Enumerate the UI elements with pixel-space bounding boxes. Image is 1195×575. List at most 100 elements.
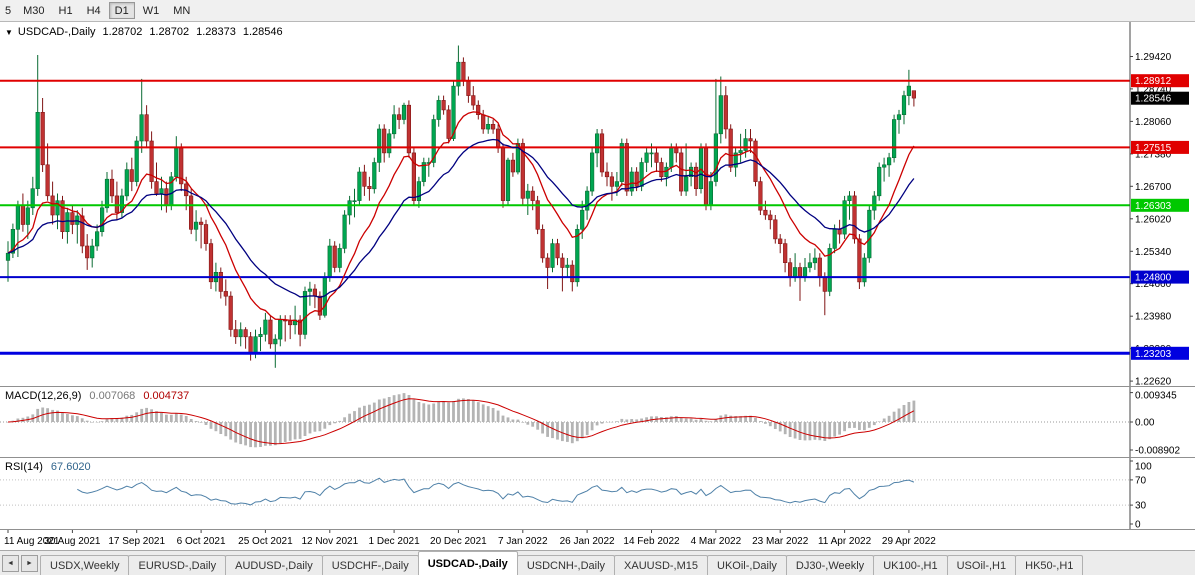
price-tick-label: 1.23980 bbox=[1135, 312, 1172, 323]
candle-body bbox=[109, 178, 115, 197]
macd-histogram-bar bbox=[496, 410, 500, 422]
macd-histogram-bar bbox=[179, 414, 183, 422]
macd-histogram-bar bbox=[546, 422, 549, 437]
candle-body bbox=[431, 119, 436, 163]
macd-histogram-bar bbox=[145, 407, 148, 422]
candle-body bbox=[149, 140, 154, 182]
macd-histogram-bar bbox=[516, 419, 520, 422]
ohlc-high: 1.28702 bbox=[149, 26, 190, 38]
macd-histogram-bar bbox=[219, 422, 223, 434]
macd-histogram-bar bbox=[615, 421, 619, 422]
chart-tab-usoil-h1[interactable]: USOil-,H1 bbox=[946, 555, 1017, 575]
candle-body bbox=[550, 243, 555, 268]
macd-histogram-bar bbox=[239, 422, 243, 445]
chart-tab-eurusd-daily[interactable]: EURUSD-,Daily bbox=[128, 555, 227, 575]
candle-body bbox=[896, 114, 902, 120]
ohlc-close: 1.28546 bbox=[242, 26, 283, 38]
macd-histogram-bar bbox=[679, 417, 683, 422]
timeframe-button-h4[interactable]: H4 bbox=[81, 2, 107, 19]
candle-body bbox=[367, 186, 372, 190]
candle-body bbox=[787, 262, 793, 278]
candle-body bbox=[223, 291, 228, 297]
chart-tab-hk50-h1[interactable]: HK50-,H1 bbox=[1015, 555, 1084, 575]
chart-tab-xauusd-m15[interactable]: XAUUSD-,M15 bbox=[614, 555, 709, 575]
candle-body bbox=[40, 112, 45, 166]
macd-tick-label: 0.009345 bbox=[1135, 391, 1177, 402]
candle-body bbox=[396, 114, 402, 120]
tabs-scroll-left-button[interactable]: ◄ bbox=[2, 554, 19, 572]
candle-body bbox=[659, 162, 664, 178]
candle-body bbox=[654, 152, 659, 163]
macd-histogram-bar bbox=[155, 411, 158, 422]
timeframe-button-w1[interactable]: W1 bbox=[137, 2, 166, 19]
rsi-chart[interactable]: 100 70 30 0 bbox=[0, 458, 1195, 529]
timeframe-button-h1[interactable]: H1 bbox=[53, 2, 79, 19]
candle-body bbox=[391, 114, 397, 135]
macd-chart[interactable]: 0.009345 0.00 -0.008902 bbox=[0, 387, 1195, 457]
macd-histogram-bar bbox=[833, 422, 837, 437]
candle-body bbox=[278, 319, 283, 340]
candle-body bbox=[852, 195, 857, 240]
candle-body bbox=[337, 248, 342, 268]
candle-body bbox=[436, 100, 441, 120]
macd-histogram-bar bbox=[843, 422, 846, 432]
macd-histogram-bar bbox=[630, 419, 634, 422]
chart-tab-audusd-daily[interactable]: AUDUSD-,Daily bbox=[225, 555, 323, 575]
macd-histogram-bar bbox=[85, 420, 89, 422]
macd-histogram-bar bbox=[377, 399, 381, 422]
macd-histogram-bar bbox=[397, 394, 401, 422]
timeframe-button-mn[interactable]: MN bbox=[167, 2, 196, 19]
macd-histogram-bar bbox=[95, 422, 99, 423]
chart-tab-usdcad-daily[interactable]: USDCAD-,Daily bbox=[417, 551, 518, 575]
chart-tab-uk100-h1[interactable]: UK100-,H1 bbox=[873, 555, 948, 575]
candle-body bbox=[738, 150, 743, 154]
macd-histogram-bar bbox=[90, 422, 94, 423]
candle-body bbox=[65, 212, 70, 233]
candle-body bbox=[129, 169, 134, 182]
timeframe-button-m30[interactable]: M30 bbox=[17, 2, 50, 19]
chart-tab-dj30-weekly[interactable]: DJ30-,Weekly bbox=[785, 555, 875, 575]
macd-histogram-bar bbox=[110, 418, 114, 422]
candle-body bbox=[387, 133, 392, 154]
macd-histogram-bar bbox=[709, 421, 713, 422]
macd-histogram-bar bbox=[660, 417, 663, 422]
candle-body bbox=[461, 61, 466, 82]
candle-body bbox=[406, 104, 412, 154]
macd-histogram-bar bbox=[892, 411, 896, 422]
candle-body bbox=[530, 190, 535, 201]
chart-tabbar: ◄ ► USDX,Weekly EURUSD-,Daily AUDUSD-,Dail… bbox=[0, 550, 1195, 575]
chart-tab-usdcnh-daily[interactable]: USDCNH-,Daily bbox=[516, 555, 616, 575]
symbol-dropdown-icon[interactable]: ▼ bbox=[5, 27, 13, 37]
macd-signal-line bbox=[7, 398, 915, 445]
macd-histogram-bar bbox=[764, 422, 767, 424]
rsi-value: 67.6020 bbox=[50, 461, 91, 473]
time-axis[interactable]: 11 Aug 2021 30 Aug 2021 17 Sep 2021 6 Oct 2… bbox=[0, 530, 1195, 550]
candlestick-chart[interactable]: 1.29420 1.28740 1.28060 1.27380 1.26700 1.260… bbox=[0, 22, 1195, 386]
chart-tab-usdchf-daily[interactable]: USDCHF-,Daily bbox=[321, 555, 419, 575]
chart-tabs: USDX,Weekly EURUSD-,Daily AUDUSD-,Daily USD… bbox=[40, 551, 1084, 575]
candle-body bbox=[471, 95, 476, 106]
candle-body bbox=[525, 190, 530, 199]
tabs-scroll-right-button[interactable]: ► bbox=[21, 554, 38, 572]
candle-body bbox=[411, 152, 417, 201]
macd-histogram-bar bbox=[174, 413, 178, 422]
candle-body bbox=[25, 207, 30, 225]
macd-histogram-bar bbox=[877, 421, 881, 422]
level-price-label-text: 1.28912 bbox=[1135, 76, 1172, 87]
candle-body bbox=[500, 147, 506, 201]
rsi-tick-label: 0 bbox=[1135, 520, 1141, 530]
chart-tab-usdx-weekly[interactable]: USDX,Weekly bbox=[40, 555, 130, 575]
macd-histogram-bar bbox=[318, 422, 322, 432]
macd-histogram-bar bbox=[338, 420, 342, 422]
candle-body bbox=[312, 288, 318, 297]
chart-tab-label: USDCAD-,Daily bbox=[427, 557, 508, 570]
timeframe-button-5[interactable]: 5 bbox=[1, 2, 15, 19]
chart-tab-ukoil-daily[interactable]: UKOil-,Daily bbox=[707, 555, 787, 575]
timeframe-button-d1[interactable]: D1 bbox=[108, 2, 135, 19]
candle-body bbox=[203, 224, 209, 244]
candle-body bbox=[575, 229, 580, 283]
macd-histogram-bar bbox=[16, 418, 20, 422]
time-tick-label: 11 Apr 2022 bbox=[818, 536, 872, 547]
level-price-label-text: 1.27515 bbox=[1135, 143, 1172, 154]
ohlc-open: 1.28702 bbox=[102, 26, 143, 38]
